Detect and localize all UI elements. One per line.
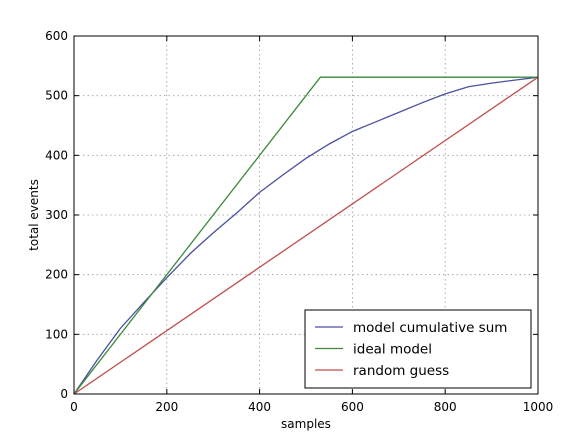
legend: model cumulative sum ideal model random gu… [304, 309, 532, 389]
series-layer [73, 76, 539, 395]
y-axis-label: total events [27, 179, 41, 251]
series-line-1 [73, 76, 538, 395]
y-tick-label: 0 [60, 387, 68, 401]
y-tick-label: 500 [45, 89, 68, 103]
x-tick-label: 600 [341, 400, 364, 414]
x-tick-label: 0 [70, 400, 78, 414]
y-tick-label: 600 [45, 29, 68, 43]
y-tick-label: 100 [45, 327, 68, 341]
legend-label: random guess [353, 363, 449, 379]
series-line-2 [73, 76, 539, 395]
y-tick-label: 300 [45, 208, 68, 222]
x-tick-label: 400 [248, 400, 271, 414]
y-tick-label: 200 [45, 268, 68, 282]
x-axis-label: samples [281, 417, 331, 431]
x-tick-label: 1000 [523, 400, 554, 414]
legend-label: model cumulative sum [353, 320, 507, 336]
x-tick-label: 200 [155, 400, 178, 414]
ticks: 0 200 400 600 800 1000 0 100 200 300 400 500 600 [45, 29, 553, 414]
y-tick-label: 400 [45, 148, 68, 162]
legend-label: ideal model [353, 342, 432, 358]
x-tick-label: 800 [434, 400, 457, 414]
